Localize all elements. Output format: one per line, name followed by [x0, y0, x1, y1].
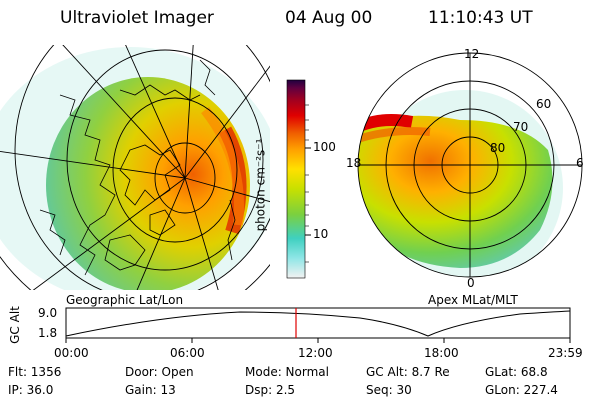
- info-seq: Seq: 30: [366, 383, 412, 397]
- mlt-label-0: 0: [467, 276, 475, 290]
- colorbar-unit-label: photon cm⁻²s⁻¹: [253, 138, 268, 232]
- date-label: 04 Aug 00: [285, 8, 373, 28]
- lat-label-80: 80: [490, 141, 506, 155]
- colorbar-tick-100: 100: [313, 140, 336, 154]
- time-tick-1800: 18:00: [424, 346, 459, 360]
- time-tick-0000: 00:00: [54, 346, 89, 360]
- info-glat: GLat: 68.8: [485, 365, 548, 379]
- polar-image: [358, 53, 582, 277]
- right-panel-label: Apex MLat/MLT: [428, 293, 518, 307]
- instrument-title: Ultraviolet Imager: [60, 8, 214, 28]
- mlt-label-18: 18: [346, 156, 362, 170]
- info-flight: Flt: 1356: [8, 365, 62, 379]
- time-tick-0600: 06:00: [170, 346, 205, 360]
- altitude-plot: [65, 307, 571, 343]
- info-ip: IP: 36.0: [8, 383, 54, 397]
- info-dsp: Dsp: 2.5: [245, 383, 296, 397]
- color-scale-bar: [286, 79, 306, 279]
- time-tick-1200: 12:00: [298, 346, 333, 360]
- info-glon: GLon: 227.4: [485, 383, 558, 397]
- time-label: 11:10:43 UT: [428, 8, 533, 28]
- colorbar-tick-10: 10: [313, 227, 329, 241]
- lat-label-70: 70: [513, 120, 529, 134]
- info-gc-alt: GC Alt: 8.7 Re: [366, 365, 450, 379]
- info-door: Door: Open: [125, 365, 194, 379]
- info-mode: Mode: Normal: [245, 365, 329, 379]
- time-tick-2359: 23:59: [548, 346, 583, 360]
- altitude-tick-1-8: 1.8: [38, 326, 58, 340]
- geographic-image: [0, 45, 270, 290]
- altitude-tick-9: 9.0: [38, 306, 58, 320]
- polar-grid: [357, 52, 583, 278]
- mlt-label-6: 6: [576, 156, 584, 170]
- left-panel-label: Geographic Lat/Lon: [66, 293, 184, 307]
- info-gain: Gain: 13: [125, 383, 176, 397]
- mlt-label-12: 12: [464, 47, 480, 61]
- lat-label-60: 60: [536, 97, 552, 111]
- altitude-ylabel: GC Alt: [7, 306, 22, 344]
